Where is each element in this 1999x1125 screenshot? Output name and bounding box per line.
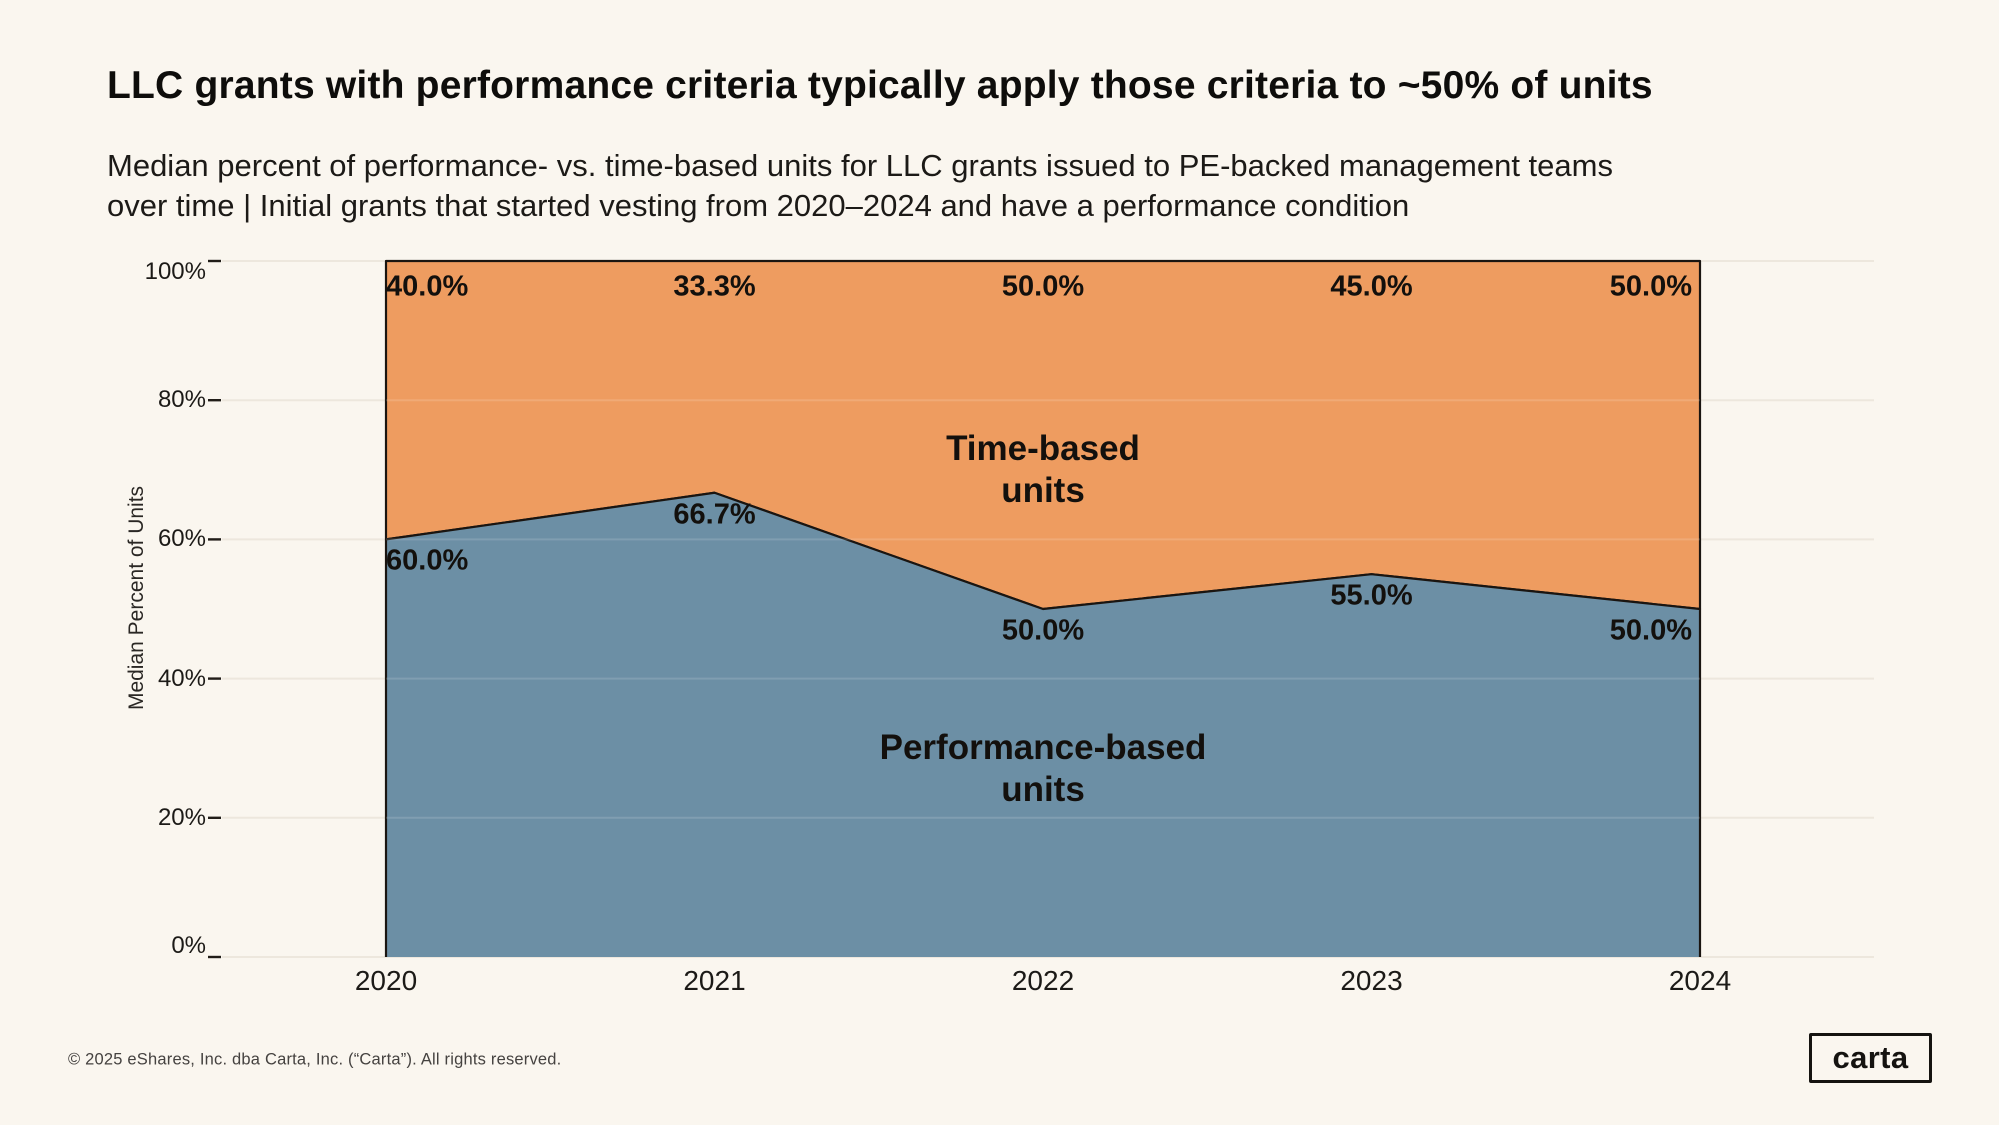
carta-logo: carta <box>1809 1033 1932 1083</box>
chart-subtitle: Median percent of performance- vs. time-… <box>107 146 1613 226</box>
subtitle-line-2: over time | Initial grants that started … <box>107 188 1410 223</box>
area-performance-outline <box>384 491 1702 957</box>
page-title: LLC grants with performance criteria typ… <box>107 64 1653 107</box>
carta-logo-text: carta <box>1832 1040 1909 1075</box>
copyright-text: © 2025 eShares, Inc. dba Carta, Inc. (“C… <box>68 1050 562 1069</box>
y-axis-title: Median Percent of Units <box>125 485 148 711</box>
subtitle-line-1: Median percent of performance- vs. time-… <box>107 148 1613 183</box>
area-performance-based-units <box>386 492 1700 957</box>
